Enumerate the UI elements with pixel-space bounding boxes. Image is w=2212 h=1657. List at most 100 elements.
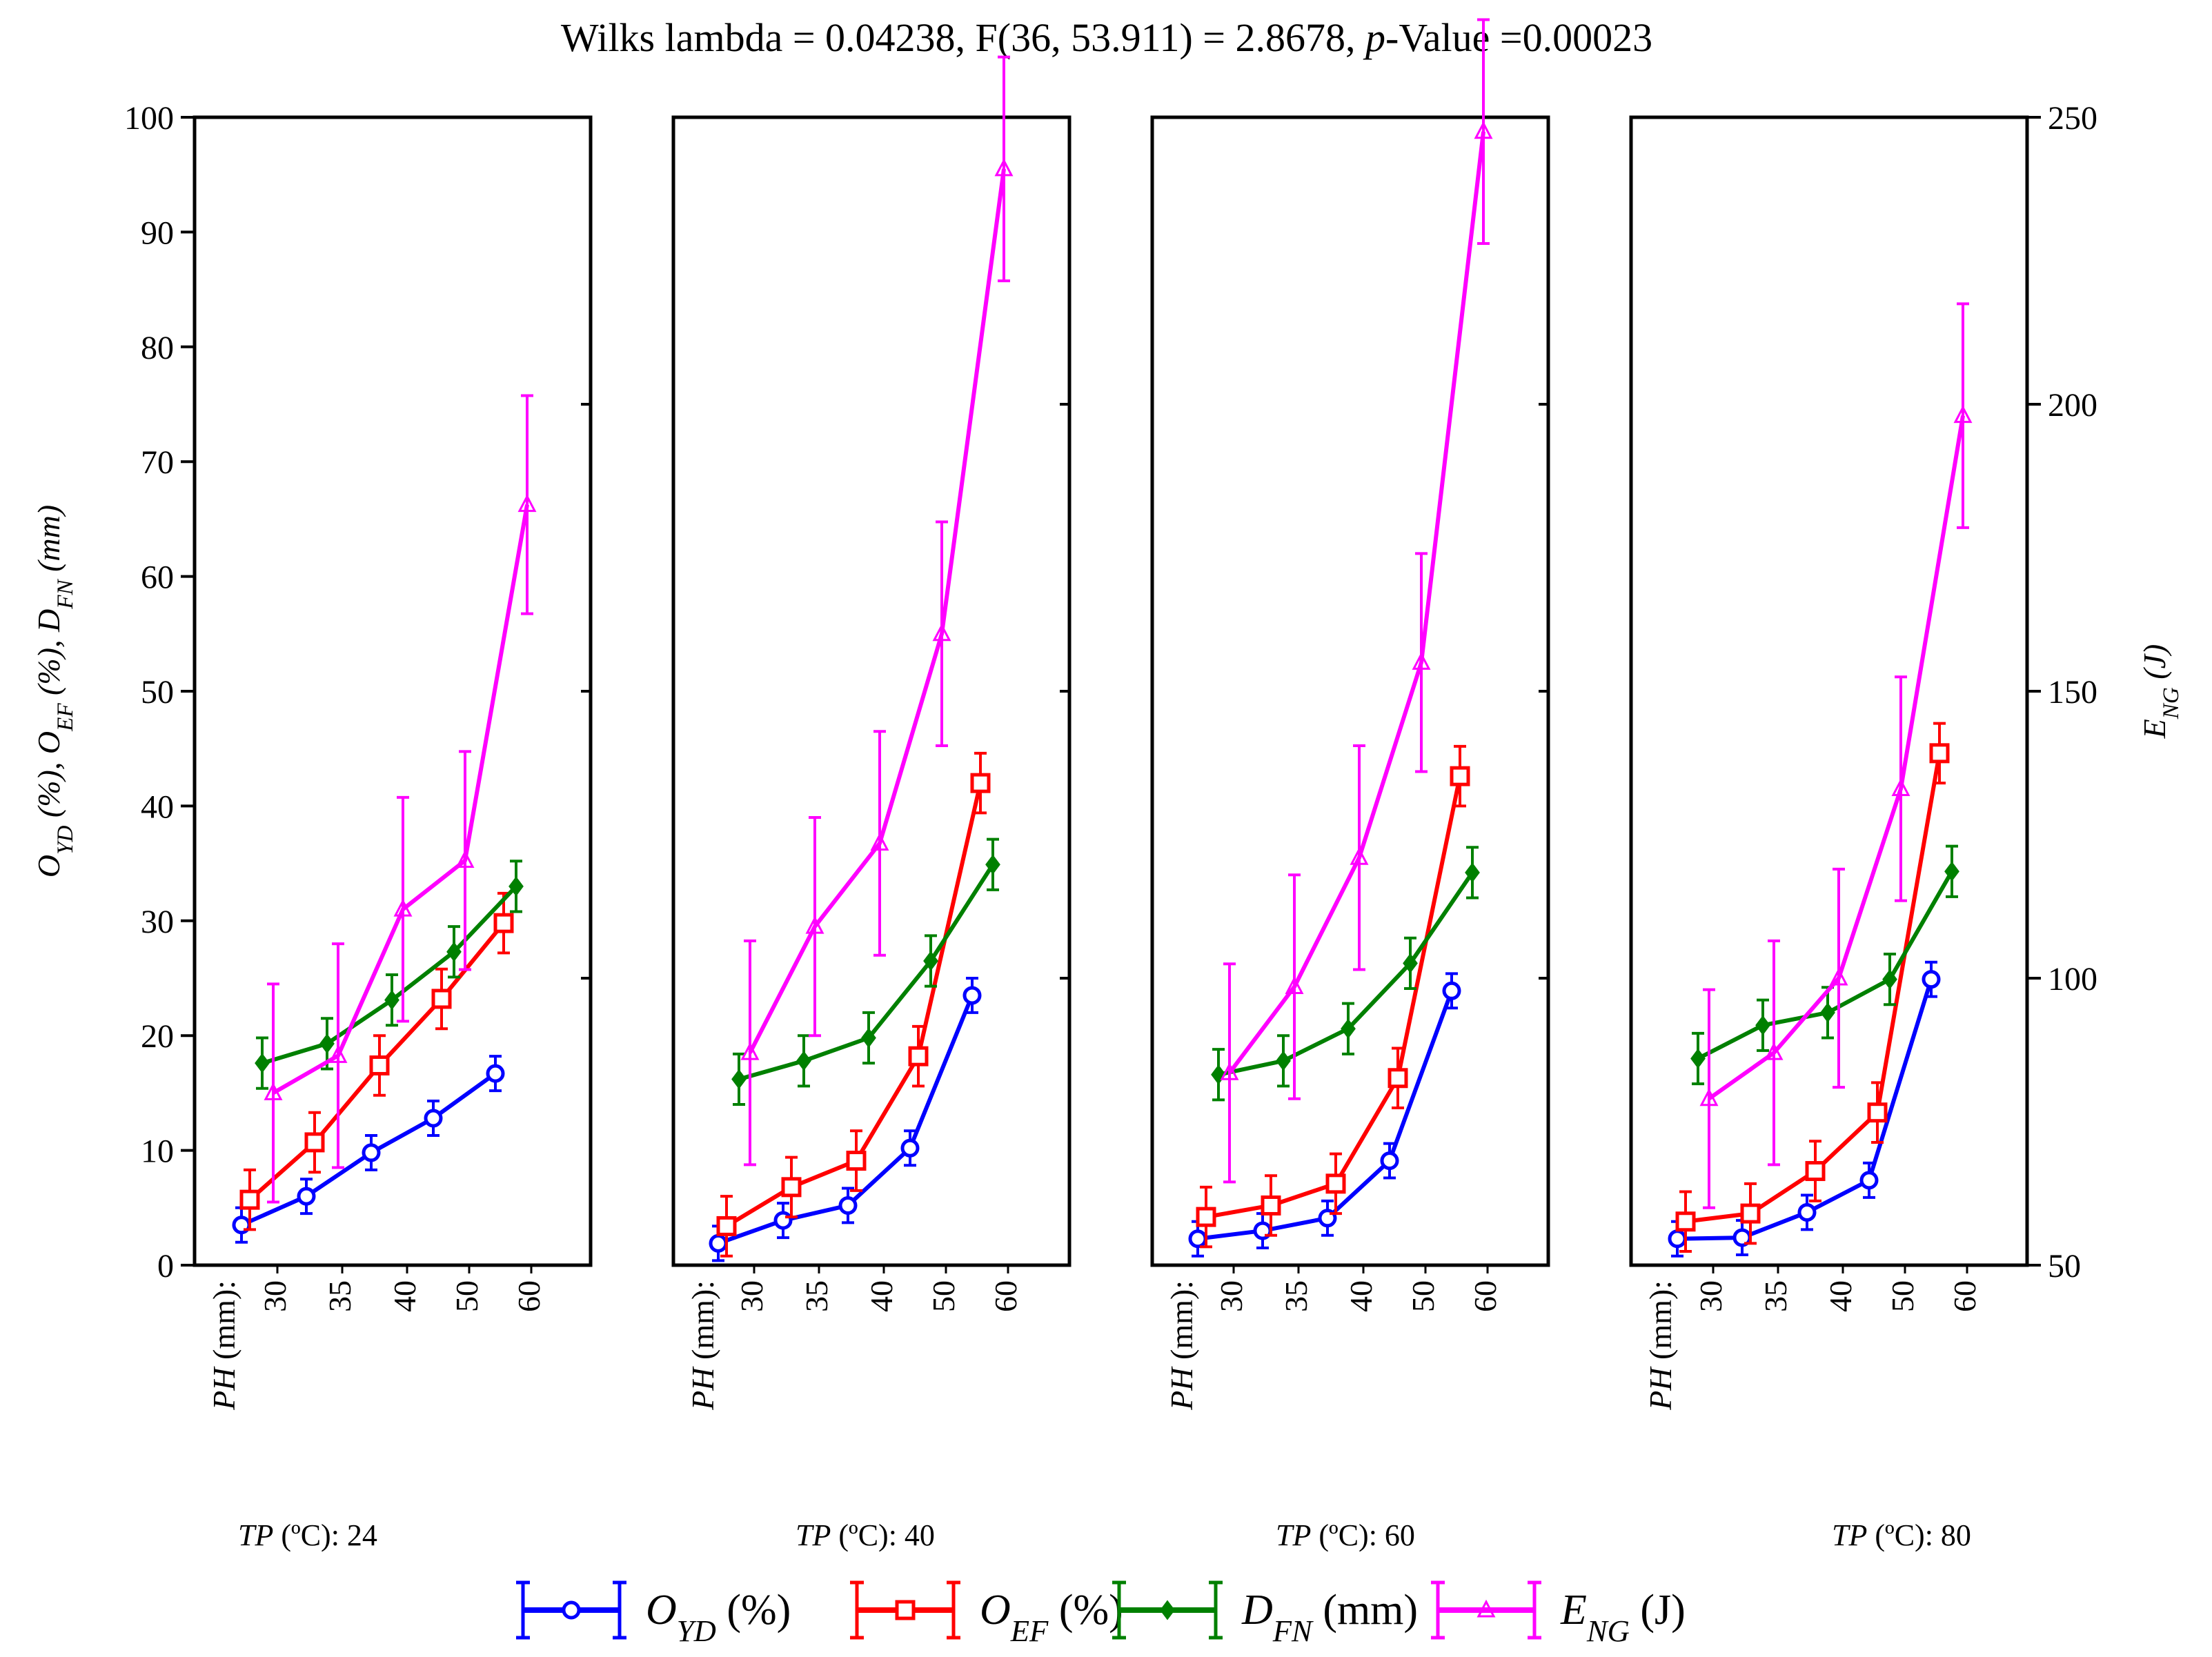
left-axis-tick-label: 20	[141, 1018, 174, 1055]
panel-frame-3	[1150, 115, 1550, 1267]
dfn-point	[1820, 1002, 1835, 1023]
eng-point	[264, 1082, 283, 1100]
oef-point	[493, 913, 514, 933]
legend-entry-dfn: DFN (mm)	[1112, 1580, 1418, 1648]
x-tick-label: 30	[257, 1280, 293, 1312]
oyd-point	[1797, 1202, 1817, 1222]
dfn-point	[923, 951, 938, 971]
panel-tp-label: TP (ºC): 40	[796, 1518, 935, 1552]
eng-point	[994, 158, 1014, 177]
left-axis-tick-label: 50	[141, 674, 174, 711]
left-axis-tick-label: 10	[141, 1133, 174, 1170]
eng-line	[272, 504, 529, 1095]
eng-point	[328, 1045, 348, 1063]
ph-axis-label: PH (mm):	[206, 1280, 241, 1411]
left-axis-tick-label: 60	[141, 559, 174, 596]
series-dfn-panel-3	[1211, 846, 1480, 1102]
eng-point	[517, 494, 537, 513]
oef-point	[1740, 1203, 1761, 1224]
dfn-point	[1211, 1064, 1226, 1085]
series-oyd-panel-2	[709, 977, 982, 1262]
oef-point	[1929, 743, 1950, 764]
oef-point	[716, 1216, 737, 1236]
ph-axis-label: PH (mm):	[1643, 1280, 1678, 1411]
legend-marker	[895, 1600, 916, 1620]
right-axis-tick-label: 150	[2048, 674, 2097, 711]
x-tick-label: 30	[734, 1280, 769, 1312]
dfn-point	[384, 990, 399, 1011]
dfn-point	[319, 1033, 335, 1054]
eng-point	[870, 833, 889, 851]
eng-point	[1953, 405, 1973, 424]
oef-point	[1196, 1207, 1216, 1227]
series-eng-panel-2	[740, 55, 1014, 1167]
x-tick-label: 40	[864, 1280, 899, 1312]
oyd-point	[1859, 1171, 1879, 1190]
left-axis-title: OYD (%), OEF (%), DFN (mm)	[31, 505, 78, 877]
series-dfn-panel-1	[255, 860, 524, 1090]
series-layer	[232, 18, 1973, 1262]
x-tick-label: 50	[1885, 1280, 1920, 1312]
right-axis-tick-label: 100	[2048, 961, 2097, 998]
dfn-point	[985, 854, 1000, 875]
panel-tp-label: TP (ºC): 60	[1276, 1518, 1415, 1552]
left-axis-tick-label: 80	[141, 330, 174, 366]
series-oyd-panel-3	[1188, 972, 1461, 1258]
axes-layer: 0 10 20 30 40 50 60 70 80 90 100 50 100 150 200 250	[124, 100, 2097, 1284]
chart-title: Wilks lambda = 0.04238, F(36, 53.911) = …	[561, 15, 1652, 60]
legend: OYD (%) OEF (%) DFN (mm) ENG (J)	[516, 1580, 1686, 1648]
dfn-point	[255, 1053, 270, 1073]
eng-point	[1764, 1042, 1784, 1060]
panel-frame-1	[192, 115, 593, 1267]
x-tick-label: 60	[988, 1280, 1023, 1312]
legend-label: OYD (%)	[646, 1587, 791, 1648]
eng-point	[740, 1042, 760, 1060]
legend-marker	[1477, 1599, 1496, 1618]
x-tick-label: 60	[1947, 1280, 1982, 1312]
dfn-point	[1341, 1018, 1356, 1039]
series-eng-panel-1	[264, 394, 537, 1204]
left-axis-tick-label: 70	[141, 444, 174, 481]
oef-point	[1450, 766, 1470, 786]
series-oef-panel-2	[716, 751, 991, 1258]
dfn-point	[1403, 953, 1418, 973]
x-tick-label: 35	[322, 1280, 357, 1312]
left-axis-tick-label: 30	[141, 904, 174, 940]
dfn-point	[796, 1051, 811, 1071]
panel-frame-2	[671, 115, 1072, 1267]
left-axis-tick-label: 0	[157, 1248, 174, 1284]
eng-line	[1227, 131, 1485, 1075]
oef-point	[970, 773, 991, 793]
legend-entry-oef: OEF (%)	[850, 1580, 1123, 1648]
x-tick-label: 40	[1823, 1280, 1858, 1312]
legend-label: DFN (mm)	[1241, 1587, 1418, 1648]
legend-entry-oyd: OYD (%)	[516, 1580, 791, 1648]
ph-axis-label: PH (mm):	[685, 1280, 720, 1411]
x-tick-label: 30	[1214, 1280, 1249, 1312]
oef-point	[1675, 1211, 1696, 1232]
panel-tp-label: TP (ºC): 24	[238, 1518, 377, 1552]
dfn-point	[508, 876, 524, 897]
oef-point	[1388, 1068, 1408, 1089]
eng-line	[748, 168, 1006, 1054]
eng-point	[1220, 1062, 1239, 1080]
oef-point	[908, 1046, 929, 1066]
oyd-point	[1922, 970, 1941, 989]
legend-entry-eng: ENG (J)	[1431, 1580, 1686, 1648]
series-dfn-panel-2	[731, 837, 1000, 1107]
oef-point	[431, 989, 452, 1009]
right-axis-tick-label: 250	[2048, 100, 2097, 137]
x-tick-label: 30	[1693, 1280, 1728, 1312]
panel-frame-4	[1629, 115, 2029, 1267]
x-tick-label: 50	[449, 1280, 484, 1312]
oyd-point	[1668, 1229, 1687, 1249]
dfn-point	[731, 1069, 747, 1089]
eng-point	[1829, 967, 1848, 986]
eng-point	[932, 623, 951, 642]
eng-point	[1412, 652, 1431, 670]
eng-point	[1891, 778, 1910, 796]
series-oef-panel-4	[1675, 722, 1950, 1253]
oyd-point	[900, 1138, 920, 1158]
oef-point	[1805, 1161, 1826, 1182]
dfn-point	[1882, 969, 1897, 990]
